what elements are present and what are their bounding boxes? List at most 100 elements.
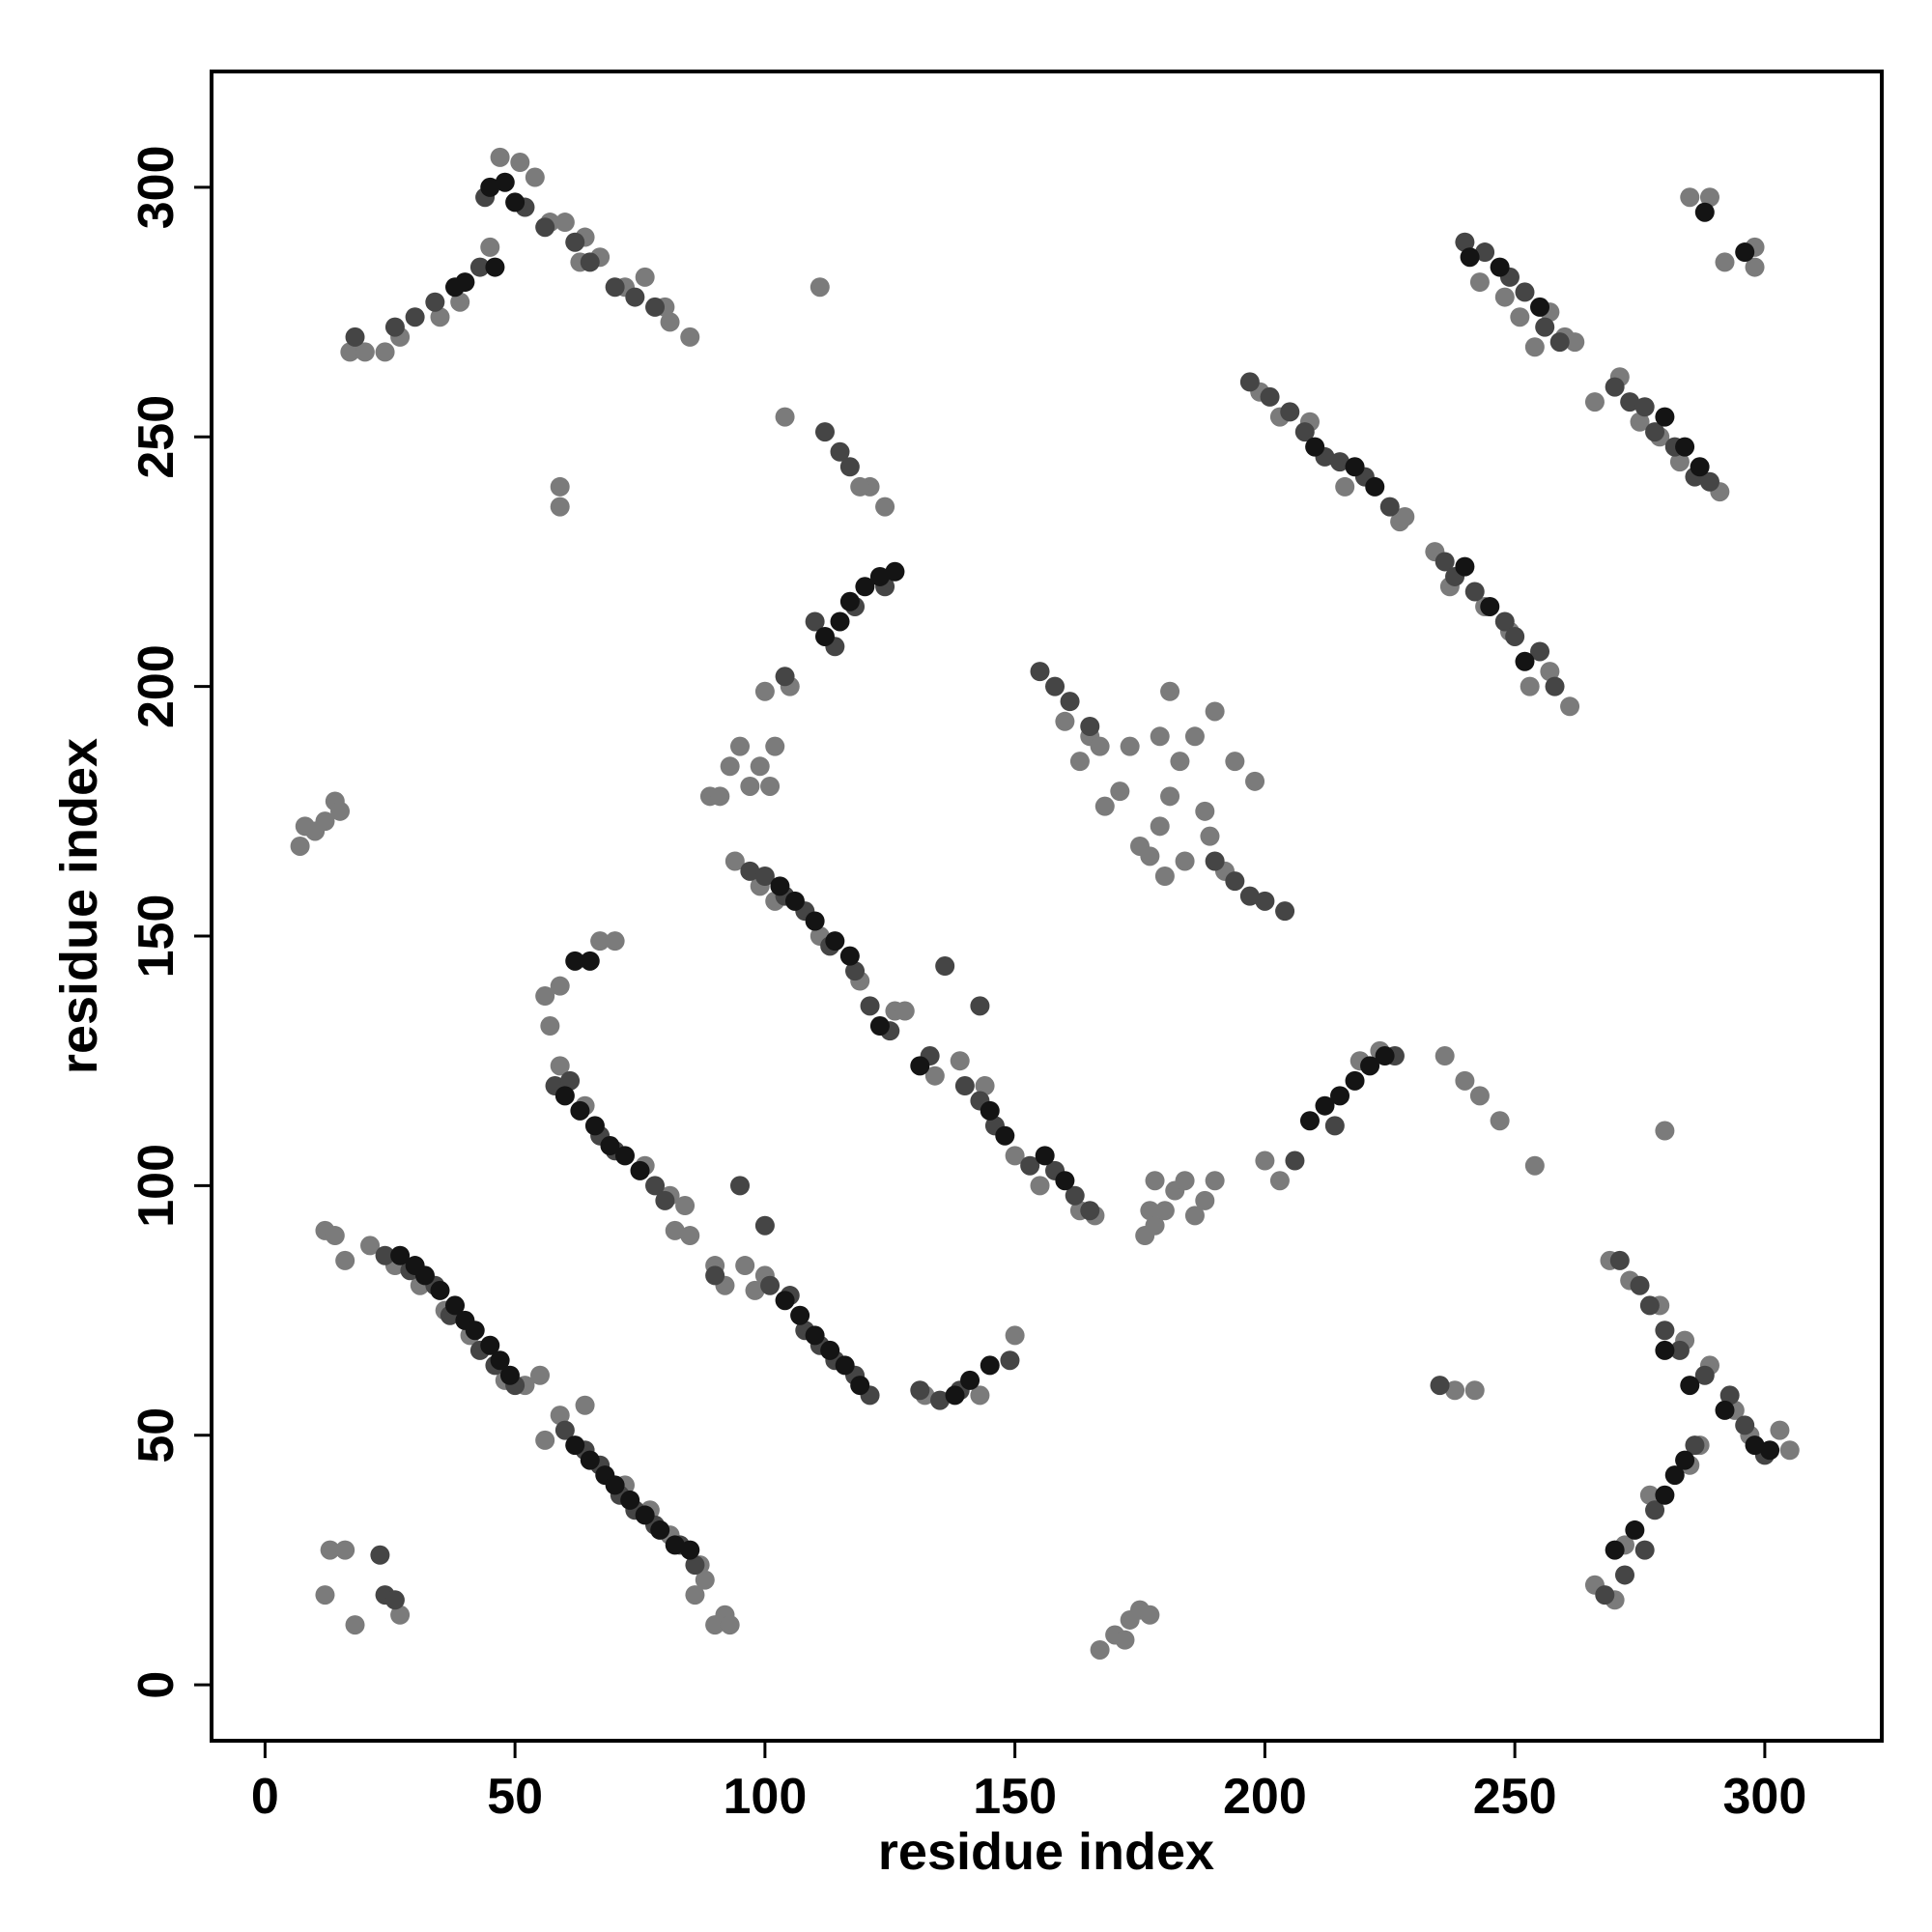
point (1225, 752, 1245, 772)
point (1184, 1206, 1205, 1226)
point (885, 561, 905, 582)
point (1455, 556, 1475, 577)
point (1639, 1295, 1660, 1316)
point (1630, 1275, 1650, 1295)
point (340, 342, 360, 362)
point (945, 1385, 965, 1406)
point (1694, 1365, 1715, 1385)
point (869, 1016, 890, 1037)
point (1160, 681, 1180, 701)
y-tick-label: 200 (128, 644, 185, 728)
point (1175, 851, 1195, 871)
point (1145, 1171, 1165, 1191)
point (345, 327, 365, 347)
point (1035, 1146, 1055, 1166)
point (980, 1355, 1000, 1376)
point (1620, 392, 1640, 412)
point (315, 1585, 335, 1605)
point (335, 1540, 355, 1560)
point (814, 422, 835, 442)
point (1460, 247, 1480, 268)
point (1699, 471, 1719, 492)
point (550, 476, 570, 497)
point (1524, 1155, 1545, 1176)
point (1464, 1380, 1485, 1401)
point (565, 951, 585, 971)
point (869, 566, 890, 586)
point (360, 1236, 381, 1256)
point (1330, 452, 1350, 472)
point (675, 1196, 696, 1216)
point (1605, 377, 1625, 397)
point (1239, 372, 1260, 392)
point (1395, 506, 1415, 526)
point (765, 736, 785, 756)
point (535, 1430, 555, 1450)
point (1205, 701, 1225, 722)
point (830, 441, 850, 462)
point (1345, 457, 1365, 477)
x-tick-label: 100 (724, 1769, 808, 1825)
point (695, 1570, 715, 1590)
point (814, 626, 835, 646)
y-tick-label: 300 (128, 146, 185, 230)
point (1145, 1215, 1165, 1236)
point (1435, 552, 1455, 572)
point (1069, 752, 1090, 772)
point (600, 1136, 620, 1156)
point (680, 1226, 700, 1246)
point (784, 891, 805, 911)
point (1170, 752, 1190, 772)
point (1435, 1046, 1455, 1066)
point (1505, 626, 1525, 646)
point (554, 1086, 575, 1106)
point (1715, 252, 1735, 272)
point (1490, 1111, 1510, 1131)
point (1655, 407, 1675, 427)
point (425, 292, 445, 312)
point (1175, 1171, 1195, 1191)
point (745, 1280, 765, 1300)
point (1760, 1440, 1780, 1461)
point (390, 1245, 411, 1265)
point (1140, 846, 1160, 867)
point (575, 1395, 595, 1415)
point (1515, 651, 1535, 671)
point (550, 497, 570, 517)
point (645, 1176, 666, 1196)
point (1305, 437, 1325, 457)
point (835, 1355, 855, 1376)
y-tick-label: 0 (128, 1671, 185, 1699)
point (580, 1450, 600, 1470)
point (665, 1535, 685, 1555)
point (375, 1245, 395, 1265)
point (635, 267, 655, 287)
point (995, 1125, 1015, 1146)
point (1184, 726, 1205, 747)
point (970, 996, 990, 1016)
point (1345, 1070, 1365, 1091)
point (430, 1280, 450, 1300)
point (335, 1250, 355, 1270)
point (535, 986, 555, 1007)
point (1195, 801, 1215, 821)
point (390, 1605, 411, 1625)
point (680, 1540, 700, 1560)
point (1005, 1146, 1025, 1166)
point (1565, 332, 1585, 353)
point (405, 307, 425, 327)
point (554, 213, 575, 233)
point (290, 836, 310, 856)
point (1699, 187, 1719, 208)
point (980, 1100, 1000, 1121)
y-tick-label: 100 (128, 1144, 185, 1228)
point (490, 147, 510, 167)
point (1719, 1385, 1740, 1406)
point (469, 257, 490, 277)
point (850, 1376, 870, 1396)
point (1664, 1465, 1685, 1486)
point (1140, 1201, 1160, 1221)
point (1475, 242, 1495, 263)
point (490, 1350, 510, 1371)
point (935, 956, 955, 977)
